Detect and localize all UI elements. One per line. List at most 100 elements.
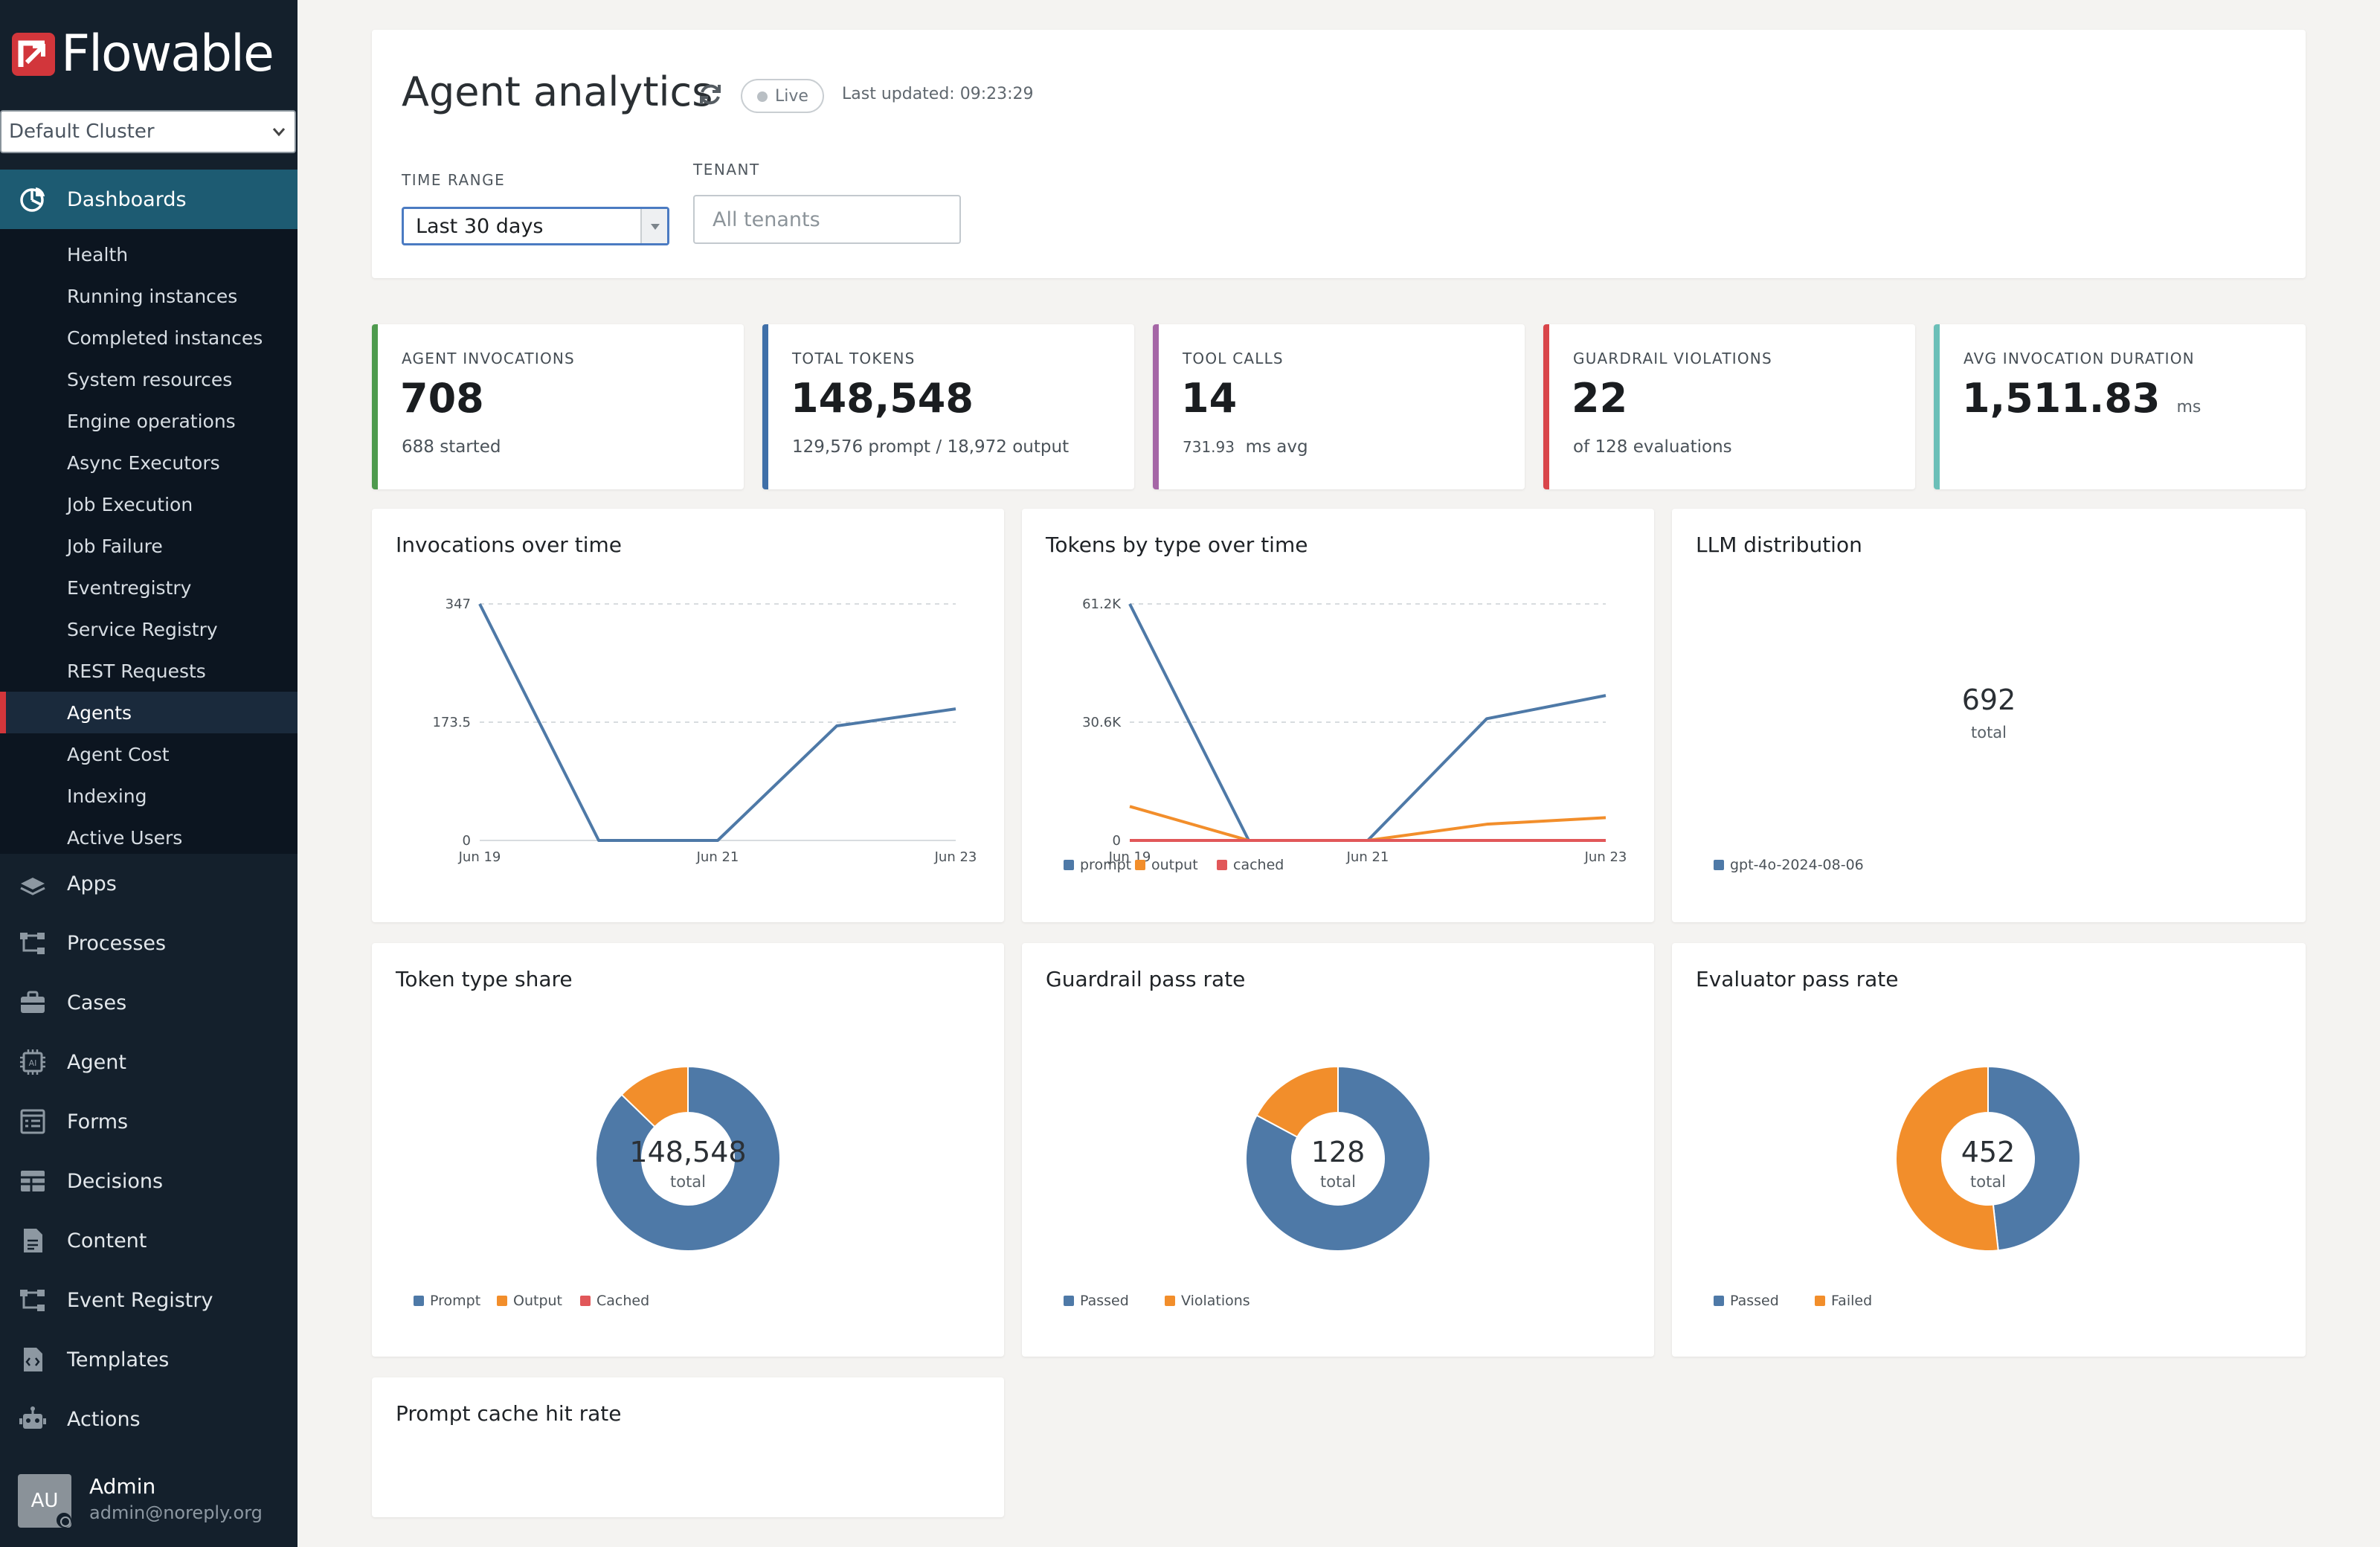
legend-swatch <box>1064 860 1074 870</box>
kpi-accent-bar <box>372 324 378 489</box>
sidebar-subitem[interactable]: Completed instances <box>67 327 263 349</box>
cluster-select[interactable]: Default Cluster <box>0 110 296 153</box>
donut-slice-prompt[interactable] <box>595 1065 781 1252</box>
kpi-agent-invocations: AGENT INVOCATIONS 708 688 started <box>372 324 744 489</box>
y-tick-label: 173.5 <box>432 715 471 730</box>
guardrail-donut: 128 total Passed Violations <box>1064 1065 1431 1309</box>
sidebar-subitem[interactable]: Agent Cost <box>67 743 170 765</box>
briefcase-icon <box>21 991 45 1013</box>
ai-chip-icon: AI <box>20 1049 45 1075</box>
nav-dashboards[interactable]: Dashboards <box>0 170 298 229</box>
donut-center-value: 148,548 <box>629 1136 746 1168</box>
sidebar-subitem[interactable]: Job Execution <box>67 493 193 515</box>
legend-label[interactable]: Prompt <box>430 1293 480 1309</box>
tenant-input[interactable]: All tenants <box>693 195 961 244</box>
sidebar-subitem[interactable]: Health <box>67 243 129 266</box>
flowable-logo[interactable]: Flowable <box>10 27 274 82</box>
sidebar-item-label: Processes <box>67 931 167 955</box>
kpi-sub: 129,576 prompt / 18,972 output <box>792 437 1070 457</box>
sidebar-subitem[interactable]: Job Failure <box>67 535 163 557</box>
donut-slice-passed[interactable] <box>1245 1065 1431 1252</box>
chart-title: Evaluator pass rate <box>1696 967 1899 991</box>
status-dot-icon <box>57 1513 71 1528</box>
legend-label[interactable]: prompt <box>1080 857 1131 873</box>
legend-label[interactable]: Passed <box>1730 1293 1779 1309</box>
token-share-donut: 148,548 total Prompt Output Cached <box>414 1065 781 1309</box>
dashboard-pie-icon <box>20 187 45 212</box>
legend-label[interactable]: gpt-4o-2024-08-06 <box>1730 857 1864 873</box>
donut-slice-passed[interactable] <box>1987 1065 2081 1252</box>
kpi-avg-invocation-duration: AVG INVOCATION DURATION 1,511.83 ms <box>1934 324 2306 489</box>
legend-label[interactable]: cached <box>1233 857 1284 873</box>
llm-distribution-chart: 692 total gpt-4o-2024-08-06 <box>1714 684 2016 873</box>
sidebar-subitem[interactable]: Async Executors <box>67 451 220 474</box>
kpi-accent-bar <box>1153 324 1159 489</box>
kpi-sub-value: 731.93 <box>1183 438 1235 456</box>
time-range-select[interactable]: Last 30 days <box>402 207 669 245</box>
llm-center-label: total <box>1971 724 2007 742</box>
live-label: Live <box>775 86 808 106</box>
sidebar-item-templates[interactable]: Templates <box>0 1330 298 1389</box>
sidebar-subitem[interactable]: Service Registry <box>67 618 218 640</box>
sidebar-item-label: Cases <box>67 991 127 1014</box>
legend-label[interactable]: output <box>1151 857 1198 873</box>
time-range-value: Last 30 days <box>416 214 544 238</box>
chevron-down-icon <box>272 128 286 137</box>
table-icon <box>21 1171 45 1191</box>
sidebar-item-decisions[interactable]: Decisions <box>0 1151 298 1211</box>
sidebar-item-actions[interactable]: Actions <box>0 1389 298 1449</box>
chart-card-guardrail: Guardrail pass rate 128 total Passed Violat… <box>1022 943 1654 1357</box>
donut-slice-violations[interactable] <box>1255 1065 1339 1139</box>
refresh-icon[interactable] <box>696 80 724 109</box>
sidebar-item-event-registry[interactable]: Event Registry <box>0 1270 298 1330</box>
kpi-tool-calls: TOOL CALLS 14 731.93 ms avg <box>1153 324 1525 489</box>
evaluator-donut: 452 total Passed Failed <box>1714 1065 2081 1309</box>
donut-slice-output[interactable] <box>620 1065 689 1128</box>
dropdown-arrow-icon <box>640 209 667 243</box>
sidebar-subitem[interactable]: Engine operations <box>67 410 236 432</box>
legend-swatch <box>414 1296 424 1306</box>
legend-swatch <box>1217 860 1227 870</box>
sidebar-item-label: Forms <box>67 1110 129 1133</box>
sidebar-item-agent[interactable]: AI Agent <box>0 1032 298 1092</box>
legend-swatch <box>1815 1296 1825 1306</box>
sidebar-item-label: Actions <box>67 1407 141 1431</box>
legend-label[interactable]: Passed <box>1080 1293 1129 1309</box>
x-tick-label: Jun 19 <box>458 849 501 865</box>
y-tick-label: 0 <box>463 833 471 849</box>
kpi-sub: of 128 evaluations <box>1573 437 1732 457</box>
kpi-label: TOTAL TOKENS <box>792 350 916 367</box>
sidebar-item-processes[interactable]: Processes <box>0 913 298 973</box>
sidebar-subitem[interactable]: Active Users <box>67 826 183 849</box>
sidebar-item-content[interactable]: Content <box>0 1211 298 1270</box>
sidebar-subitem[interactable]: System resources <box>67 368 233 390</box>
chart-title: Invocations over time <box>396 533 622 557</box>
legend-label[interactable]: Violations <box>1181 1293 1250 1309</box>
live-toggle[interactable]: Live <box>741 79 824 113</box>
invocations-line-chart: 0 173.5 347 Jun 19 Jun 21 Jun 23 <box>432 596 977 865</box>
kpi-accent-bar <box>1934 324 1940 489</box>
sidebar-subitem[interactable]: REST Requests <box>67 660 206 682</box>
user-email: admin@noreply.org <box>89 1502 263 1523</box>
sidebar-subitem[interactable]: Running instances <box>67 285 238 307</box>
donut-slice-failed[interactable] <box>1895 1065 1999 1252</box>
sidebar-item-apps[interactable]: Apps <box>0 854 298 913</box>
chart-card-prompt-cache: Prompt cache hit rate <box>372 1377 1004 1517</box>
sidebar-item-cases[interactable]: Cases <box>0 973 298 1032</box>
cluster-select-value: Default Cluster <box>9 120 155 143</box>
user-profile[interactable]: AU Admin admin@noreply.org <box>0 1458 298 1547</box>
kpi-value-number: 1,511.83 <box>1962 375 2161 422</box>
sidebar-item-label: Decisions <box>67 1169 164 1193</box>
tenant-label: TENANT <box>693 161 760 178</box>
page-title: Agent analytics <box>402 68 713 115</box>
legend-label[interactable]: Output <box>513 1293 562 1309</box>
legend-label[interactable]: Failed <box>1831 1293 1872 1309</box>
legend-label[interactable]: Cached <box>596 1293 649 1309</box>
sidebar-subitem[interactable]: Indexing <box>67 785 147 807</box>
sidebar-item-forms[interactable]: Forms <box>0 1092 298 1151</box>
sidebar-subitem[interactable]: Eventregistry <box>67 576 192 599</box>
chart-title: Guardrail pass rate <box>1046 967 1246 991</box>
y-tick-label: 347 <box>446 596 471 612</box>
sidebar-subitem[interactable]: Agents <box>0 692 298 733</box>
